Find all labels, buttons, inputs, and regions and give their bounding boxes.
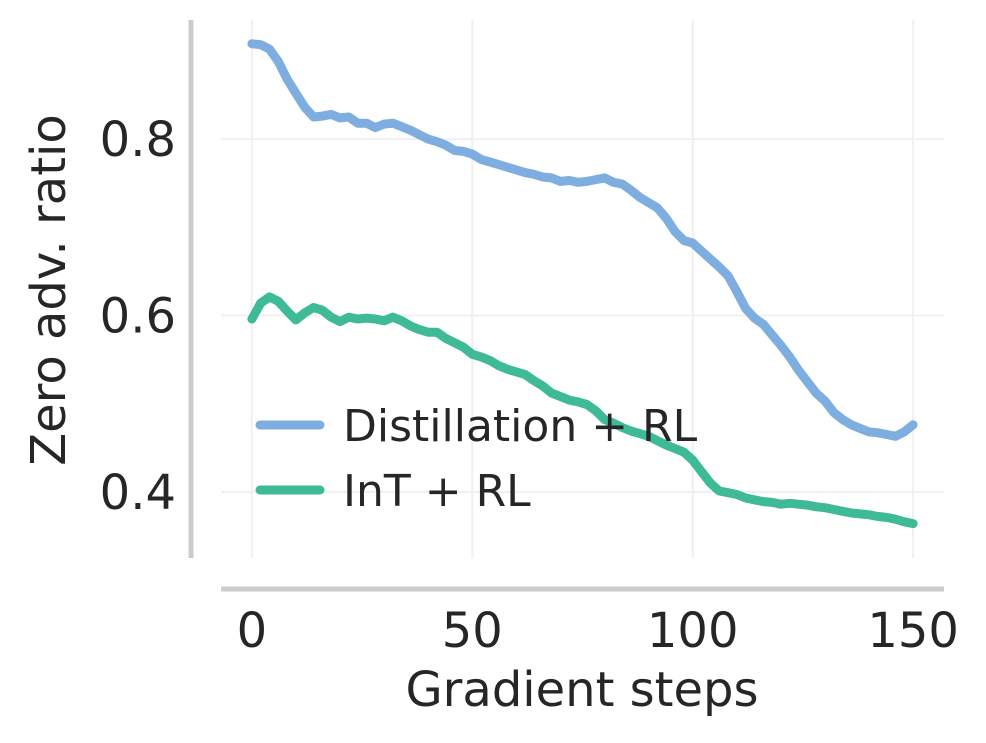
x-tick-label: 0 xyxy=(237,603,268,659)
legend-label: InT + RL xyxy=(343,466,531,517)
series-lines xyxy=(247,39,918,529)
legend-label: Distillation + RL xyxy=(343,401,698,452)
tick-labels: 0 50 100 150 0.4 0.6 0.8 xyxy=(100,112,959,659)
series-line-distillation-rl xyxy=(247,39,918,441)
series-line-int-rl xyxy=(247,292,918,529)
y-tick-label: 0.6 xyxy=(100,288,176,344)
grid xyxy=(221,20,944,558)
x-axis-title: Gradient steps xyxy=(405,662,758,718)
y-tick-label: 0.8 xyxy=(100,112,176,168)
x-tick-label: 150 xyxy=(867,603,959,659)
x-tick-label: 100 xyxy=(647,603,739,659)
x-tick-label: 50 xyxy=(442,603,503,659)
y-tick-label: 0.4 xyxy=(100,465,176,521)
legend: Distillation + RL InT + RL xyxy=(255,401,698,517)
y-axis-title: Zero adv. ratio xyxy=(21,114,77,465)
